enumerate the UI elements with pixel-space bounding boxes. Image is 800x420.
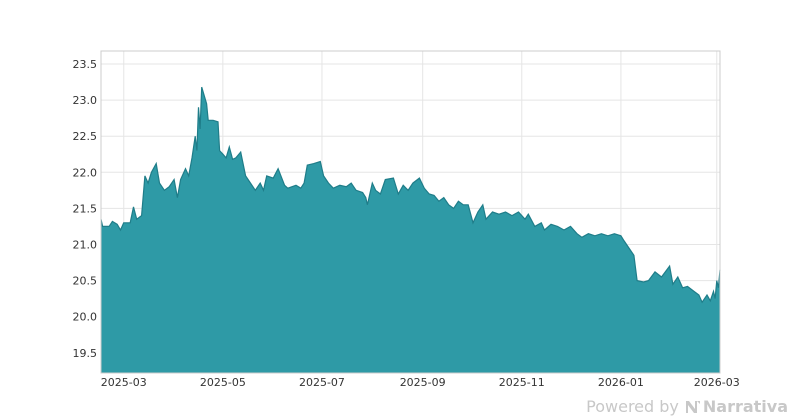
series-area — [100, 86, 721, 373]
narrativa-logo-icon — [685, 400, 700, 413]
attribution: Powered by Narrativa — [586, 397, 788, 416]
y-tick-label: 22.0 — [73, 166, 98, 179]
x-tick-label: 2026-01 — [598, 376, 644, 389]
y-tick-label: 23.5 — [73, 58, 98, 71]
series-line — [100, 86, 721, 304]
x-tick-label: 2025-09 — [400, 376, 446, 389]
y-tick-label: 19.5 — [73, 347, 98, 360]
x-axis: 2025-03 2025-05 2025-07 2025-09 2025-11 2026-… — [101, 376, 740, 389]
x-tick-label: 2025-07 — [299, 376, 345, 389]
y-tick-label: 20.5 — [73, 275, 98, 288]
y-tick-label: 21.0 — [73, 238, 98, 251]
x-tick-label: 2025-03 — [101, 376, 147, 389]
narrativa-brand: Narrativa — [702, 397, 788, 416]
x-tick-label: 2025-05 — [200, 376, 246, 389]
y-tick-label: 22.5 — [73, 130, 98, 143]
y-tick-label: 23.0 — [73, 94, 98, 107]
x-tick-label: 2026-03 — [694, 376, 740, 389]
x-tick-label: 2025-11 — [499, 376, 545, 389]
powered-by-label: Powered by — [586, 397, 679, 416]
y-tick-label: 21.5 — [73, 202, 98, 215]
plot-frame — [100, 50, 721, 374]
y-tick-label: 20.0 — [73, 311, 98, 324]
narrativa-logo: Narrativa — [685, 397, 788, 416]
y-axis: 19.5 20.0 20.5 21.0 21.5 22.0 22.5 23.0 23.5 — [73, 58, 98, 360]
series-fill — [101, 87, 720, 373]
